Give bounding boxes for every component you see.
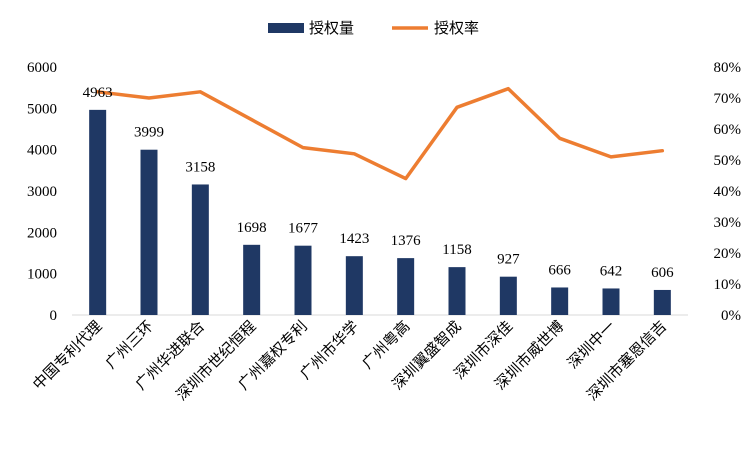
bar-data-label: 1698: [237, 220, 267, 236]
bar-data-label: 1677: [288, 221, 319, 237]
bar-data-label: 4963: [83, 85, 113, 101]
bar-data-label: 642: [600, 263, 623, 279]
legend-swatch-bar: [268, 23, 304, 33]
y-left-tick-label: 4000: [27, 143, 57, 159]
bar: [345, 256, 363, 315]
bar-data-label: 1423: [339, 231, 369, 247]
y-left-tick-label: 2000: [27, 225, 57, 241]
y-right-tick-label: 0%: [721, 308, 741, 324]
bar: [448, 267, 466, 315]
bar-data-label: 1158: [442, 242, 471, 258]
bar: [499, 276, 517, 315]
bar: [191, 184, 209, 315]
bar: [140, 149, 158, 315]
bar-data-label: 3999: [134, 125, 164, 141]
y-left-tick-label: 0: [50, 308, 58, 324]
y-right-tick-label: 40%: [714, 184, 742, 200]
y-right-tick-label: 20%: [714, 246, 742, 262]
y-left-tick-label: 5000: [27, 101, 57, 117]
bar: [602, 288, 620, 315]
bar: [89, 109, 107, 315]
y-left-tick-label: 6000: [27, 60, 57, 76]
y-right-tick-label: 10%: [714, 277, 742, 293]
y-right-tick-label: 30%: [714, 215, 742, 231]
bar: [243, 244, 261, 315]
bar: [551, 287, 569, 315]
bar-data-label: 606: [651, 265, 674, 281]
rate-line: [95, 86, 665, 181]
legend-label-line: 授权率: [434, 19, 479, 37]
bar: [294, 245, 312, 315]
y-left-tick-label: 1000: [27, 267, 57, 283]
y-right-tick-label: 60%: [714, 122, 742, 138]
bar: [653, 289, 671, 315]
bar-data-label: 3158: [185, 159, 215, 175]
y-right-tick-label: 80%: [714, 60, 742, 76]
bar-data-label: 666: [548, 262, 571, 278]
legend-label-bar: 授权量: [309, 19, 354, 37]
y-right-tick-label: 70%: [714, 91, 742, 107]
bar-data-label: 927: [497, 252, 520, 268]
y-right-tick-label: 50%: [714, 153, 742, 169]
bar: [397, 258, 415, 315]
y-left-tick-label: 3000: [27, 184, 57, 200]
bar-data-label: 1376: [391, 233, 422, 249]
category-label: 中国专利代理: [29, 317, 105, 393]
